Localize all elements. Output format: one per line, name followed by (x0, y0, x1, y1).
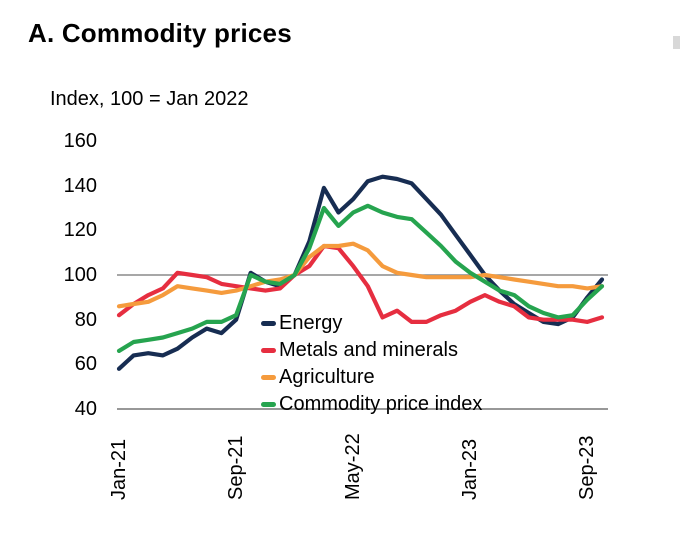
y-tick-label-80: 80 (74, 308, 97, 331)
energy-line-marker-icon (261, 321, 276, 326)
series-line-energy (116, 174, 605, 371)
x-tick-label-sep-23: Sep-23 (576, 435, 599, 501)
x-tick-label-sep-21: Sep-21 (225, 435, 248, 501)
legend-label-metals: Metals and minerals (279, 339, 458, 361)
legend-label-commodity-index: Commodity price index (279, 393, 483, 415)
x-tick-label-jan-21: Jan-21 (108, 438, 130, 500)
legend: Energy Metals and minerals Agriculture C… (261, 310, 482, 418)
legend-item-agriculture: Agriculture (261, 364, 482, 391)
y-tick-label-140: 140 (63, 174, 97, 197)
series-line-commodity-price-index (116, 203, 605, 353)
series-line-agriculture (116, 241, 605, 309)
legend-label-energy: Energy (279, 312, 343, 334)
y-tick-label-120: 120 (63, 219, 97, 242)
metals-line-marker-icon (261, 348, 276, 353)
legend-item-metals: Metals and minerals (261, 337, 482, 364)
y-tick-label-100: 100 (63, 264, 97, 286)
chart-subtitle-index-note: Index, 100 = Jan 2022 (50, 88, 249, 110)
y-tick-label-160: 160 (63, 130, 97, 152)
legend-item-energy: Energy (261, 310, 482, 337)
adjacent-panel-edge (673, 36, 680, 49)
commodity-index-line-marker-icon (261, 402, 276, 407)
y-tick-label-40: 40 (74, 398, 97, 420)
legend-label-agriculture: Agriculture (279, 366, 375, 388)
chart-title: A. Commodity prices (28, 18, 292, 48)
legend-item-commodity-index: Commodity price index (261, 391, 482, 418)
agriculture-line-marker-icon (261, 375, 276, 380)
series-line-metals-and-minerals (116, 243, 605, 324)
x-tick-label-jan-23: Jan-23 (459, 438, 482, 500)
x-tick-label-may-22: May-22 (342, 433, 365, 500)
y-tick-label-60: 60 (74, 353, 97, 376)
